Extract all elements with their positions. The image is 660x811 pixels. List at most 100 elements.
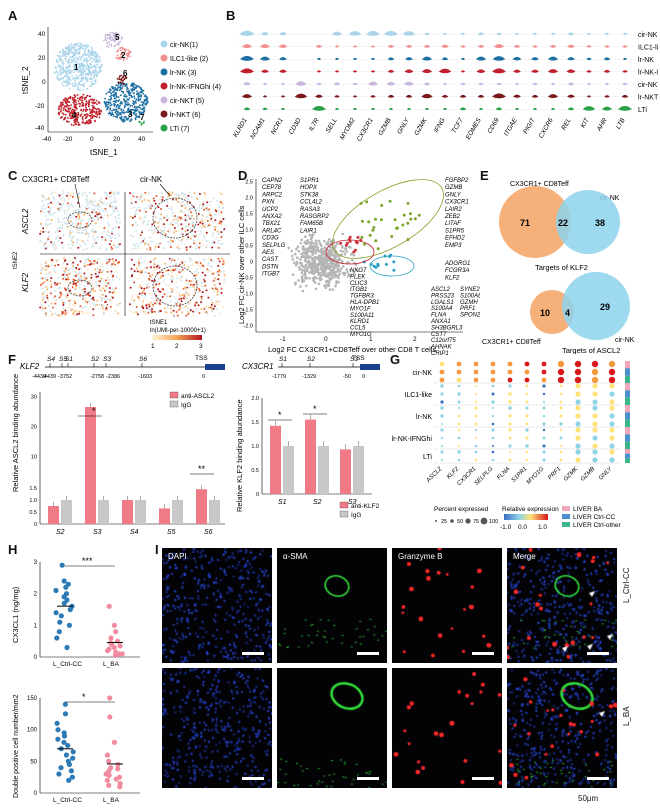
b-violin bbox=[460, 32, 466, 35]
d-gene: CD3G bbox=[262, 236, 279, 242]
g-dot bbox=[475, 385, 477, 387]
b-violin bbox=[550, 107, 556, 110]
g-dot bbox=[492, 445, 494, 447]
f-left-ytick: 0.5 bbox=[29, 510, 37, 516]
g-dot bbox=[542, 436, 546, 440]
f-klf2-pos: -1603 bbox=[138, 374, 152, 380]
d-gene: ASCL2 bbox=[430, 287, 451, 293]
h-bottom-ylabel: Double positive cell number/mm2 bbox=[13, 694, 20, 798]
f-left-ytick: 0 bbox=[34, 522, 37, 528]
h-point bbox=[57, 619, 63, 625]
g-dot bbox=[440, 414, 444, 418]
b-violin bbox=[370, 45, 376, 48]
g-dot bbox=[524, 377, 530, 383]
d-gene: GZMB bbox=[445, 185, 462, 191]
g-size-legend: 25 50 75 100 bbox=[435, 517, 498, 525]
g-dot bbox=[608, 368, 616, 376]
b-violin bbox=[567, 57, 575, 61]
g-dot bbox=[592, 405, 598, 411]
f-cx3cr1-pos: 0 bbox=[362, 374, 365, 380]
f-right-sig: * bbox=[278, 410, 282, 420]
g-dot bbox=[559, 414, 563, 418]
b-violin bbox=[441, 94, 449, 98]
d-gene: C12orf75 bbox=[431, 338, 456, 344]
g-dot bbox=[542, 400, 546, 404]
g-dot bbox=[525, 458, 529, 462]
a-legend-dot bbox=[160, 96, 168, 104]
g-size-tick: 100 bbox=[489, 519, 498, 525]
h-point bbox=[107, 695, 113, 701]
i-r1-merge: Merge bbox=[507, 548, 617, 663]
d-gene: PLEK bbox=[350, 274, 366, 280]
b-violin bbox=[406, 107, 412, 110]
b-violin bbox=[622, 32, 628, 35]
f-cx3cr1-site: S2 bbox=[307, 356, 315, 363]
g-dot bbox=[508, 384, 512, 388]
h-point bbox=[53, 610, 59, 616]
b-row-label: ILC1-like bbox=[638, 44, 658, 51]
b-row-label: LTi bbox=[638, 107, 647, 114]
panel-a-tsne: -40 -20 0 20 40 40 20 0 -20 -40 tSNE_1 t… bbox=[21, 27, 221, 157]
b-violin bbox=[513, 44, 521, 48]
b-violin bbox=[315, 44, 323, 48]
h-point bbox=[119, 651, 125, 657]
g-dot bbox=[609, 391, 615, 397]
b-violin bbox=[586, 32, 592, 35]
b-violin bbox=[279, 69, 287, 73]
g-dot bbox=[508, 450, 512, 454]
f-left-legend-1: IgG bbox=[181, 402, 191, 409]
g-dot bbox=[542, 392, 546, 396]
b-violin bbox=[387, 57, 395, 61]
h-ytick: 50 bbox=[30, 759, 37, 765]
b-gene-label: PIGIT bbox=[522, 116, 537, 135]
g-dot bbox=[574, 376, 582, 384]
g-gene-label: MYO1G bbox=[526, 466, 546, 486]
b-violin bbox=[604, 45, 610, 48]
a-cluster-3: 3 bbox=[128, 110, 133, 119]
d-xtick-0: -1 bbox=[280, 336, 286, 343]
g-gene-label: PRF1 bbox=[547, 466, 562, 481]
d-gene: S1PR5 bbox=[445, 228, 465, 234]
g-dot bbox=[507, 377, 513, 383]
d-gene: DSTN bbox=[262, 264, 279, 270]
b-violin bbox=[459, 107, 467, 111]
h-ytick: 3 bbox=[34, 560, 38, 566]
d-ellipse-green bbox=[332, 179, 444, 259]
f-right-chart: 2.0 1.5 1.0 0.5 0 S1 S2 S3 * * bbox=[251, 396, 372, 506]
g-sample-0: LIVER BA bbox=[573, 506, 603, 513]
d-gene: LITAF bbox=[445, 221, 461, 227]
b-gene-labels: KLRD1 NCAM1 NCR1 CD3D IL7R SELL MYOM2 CX3CR1 GZM… bbox=[232, 116, 627, 143]
b-violin bbox=[312, 105, 326, 111]
d-gene: EMP3 bbox=[445, 243, 462, 249]
f-left-ytick: 30 bbox=[31, 395, 37, 401]
f-left-bar bbox=[172, 500, 183, 524]
g-dot bbox=[559, 436, 563, 440]
g-dot bbox=[440, 392, 444, 396]
g-size-title: Percent expressed bbox=[434, 506, 489, 513]
g-dot bbox=[491, 428, 495, 432]
b-violin bbox=[460, 45, 466, 48]
b-violin bbox=[367, 81, 379, 86]
i-col-dapi: DAPI bbox=[168, 552, 187, 561]
g-dot bbox=[491, 458, 495, 462]
d-gene: S100A11 bbox=[350, 313, 374, 319]
b-violin bbox=[532, 82, 538, 86]
g-dot bbox=[574, 368, 582, 376]
e1-left-count: 71 bbox=[520, 218, 530, 228]
d-ytick: -2.0 bbox=[244, 324, 253, 330]
g-dot bbox=[457, 458, 461, 462]
a-ytick-2: 0 bbox=[42, 79, 46, 86]
b-violin bbox=[279, 57, 287, 61]
g-dot bbox=[474, 428, 478, 432]
h-cat: L_BA bbox=[103, 797, 120, 804]
d-gene: S1PR1 bbox=[300, 178, 319, 184]
b-violin bbox=[621, 94, 629, 98]
g-row-label: cir-NK bbox=[413, 370, 433, 377]
f-left-bar bbox=[196, 489, 207, 524]
d-ellipse-red bbox=[325, 239, 375, 265]
g-dot bbox=[474, 458, 478, 462]
g-gene-label: FLNA bbox=[496, 466, 511, 481]
g-dot bbox=[559, 392, 563, 396]
a-legend-dot bbox=[160, 124, 168, 132]
f-right-cat: S2 bbox=[313, 499, 322, 506]
